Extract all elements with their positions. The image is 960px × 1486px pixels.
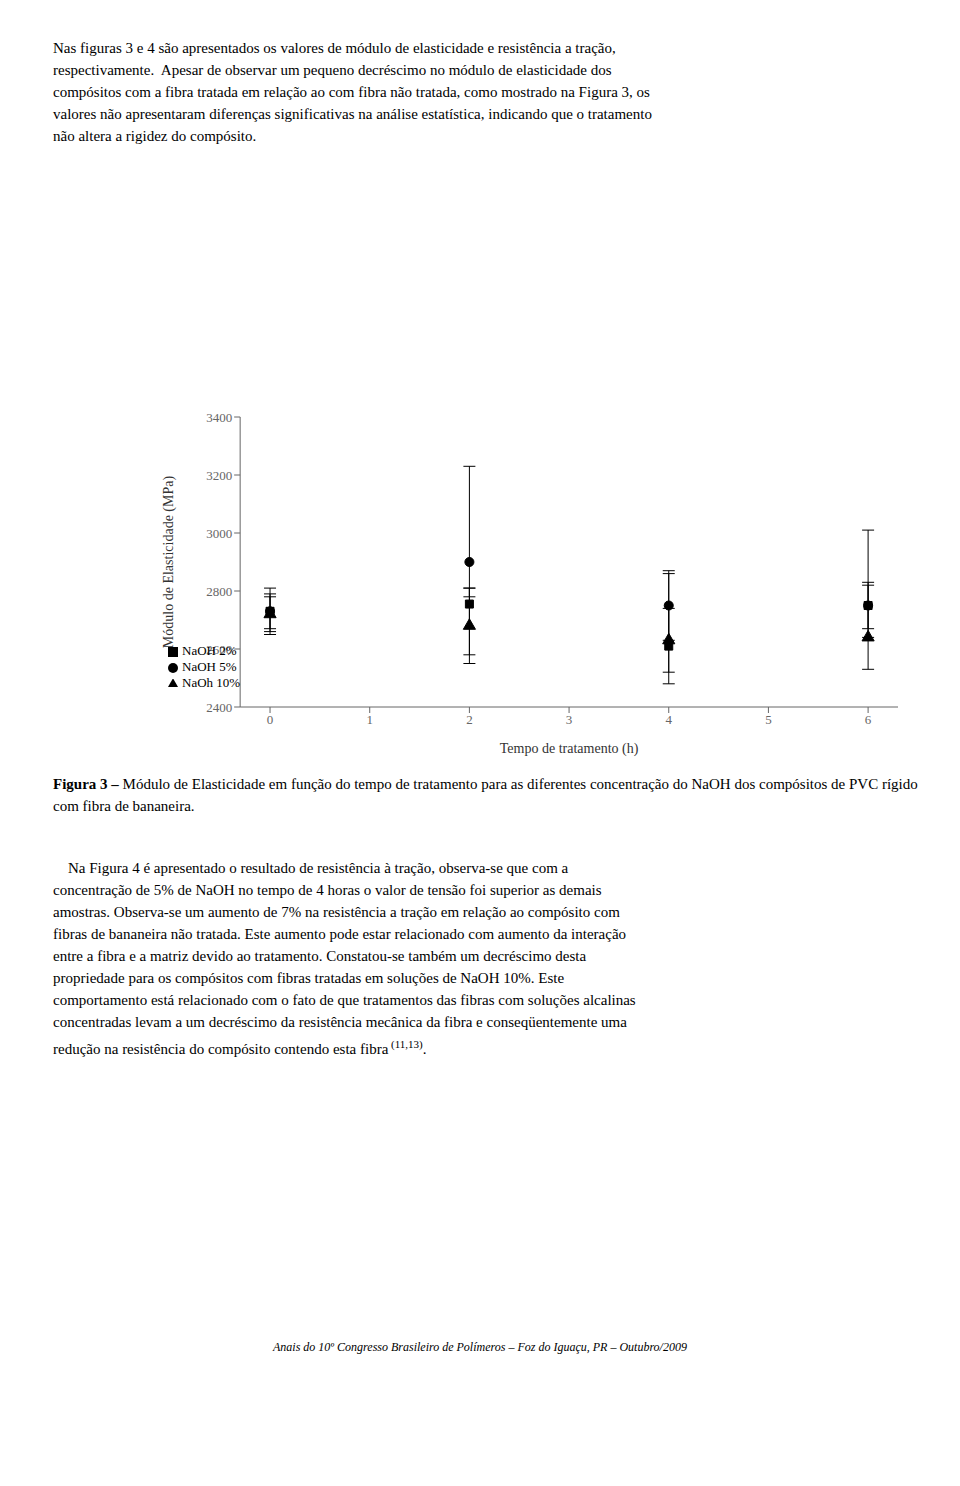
svg-text:2400: 2400 bbox=[206, 700, 232, 715]
svg-text:2600: 2600 bbox=[206, 642, 232, 657]
svg-text:Tempo de tratamento (h): Tempo de tratamento (h) bbox=[500, 741, 639, 757]
svg-text:0: 0 bbox=[267, 712, 274, 727]
svg-text:2800: 2800 bbox=[206, 584, 232, 599]
svg-text:3200: 3200 bbox=[206, 468, 232, 483]
svg-text:3: 3 bbox=[566, 712, 573, 727]
svg-text:3400: 3400 bbox=[206, 410, 232, 425]
svg-text:3000: 3000 bbox=[206, 526, 232, 541]
svg-text:2: 2 bbox=[466, 712, 473, 727]
svg-text:5: 5 bbox=[765, 712, 772, 727]
svg-text:1: 1 bbox=[366, 712, 373, 727]
svg-text:6: 6 bbox=[865, 712, 872, 727]
svg-text:4: 4 bbox=[665, 712, 672, 727]
svg-text:Módulo de Elasticidade (MPa): Módulo de Elasticidade (MPa) bbox=[161, 476, 177, 649]
